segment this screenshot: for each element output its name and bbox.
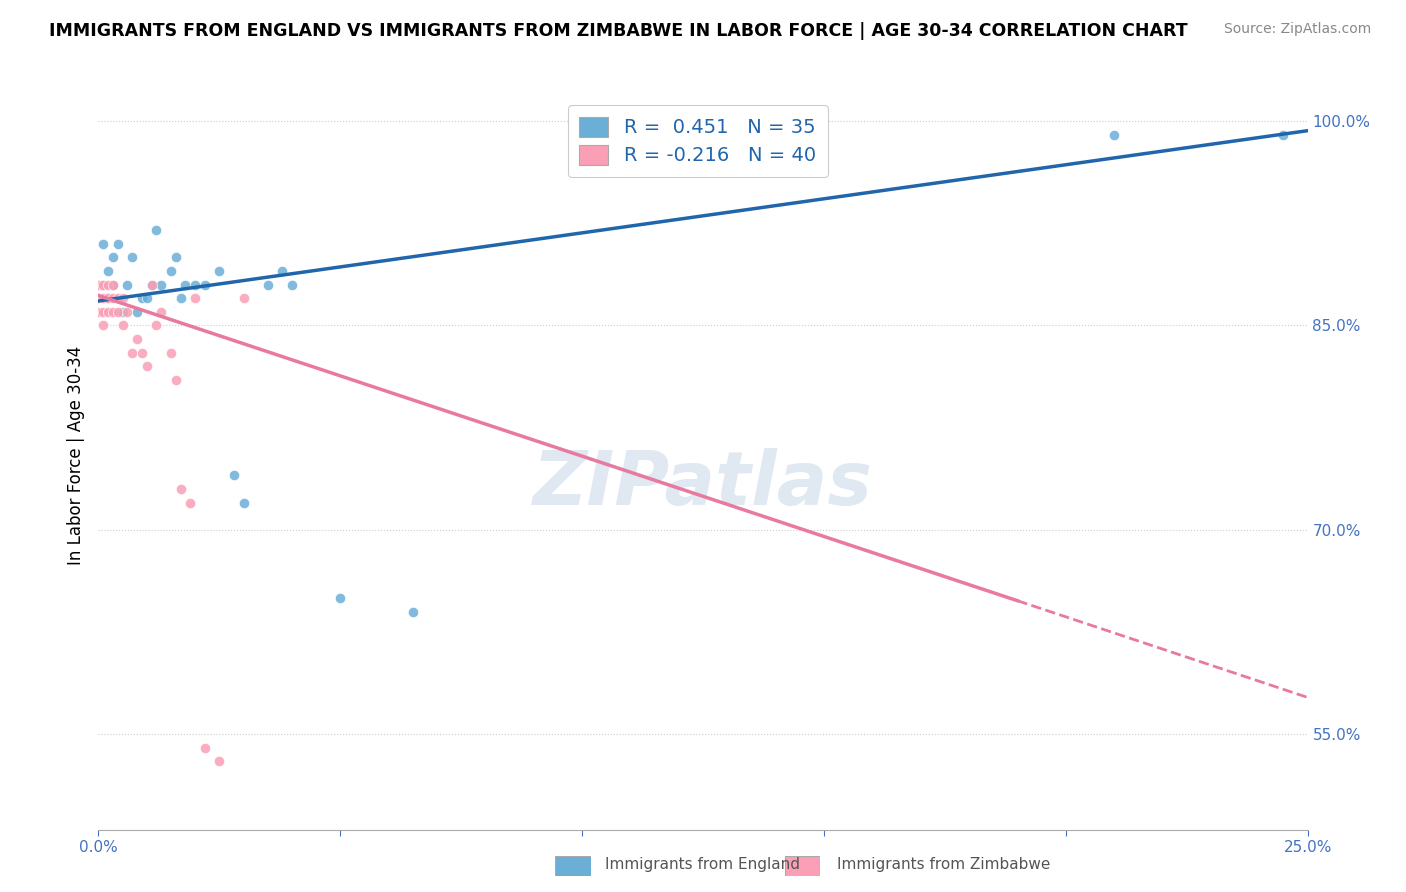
Point xyxy=(91,277,114,292)
Point xyxy=(174,277,197,292)
Point xyxy=(619,890,641,892)
Point xyxy=(101,291,124,305)
Point xyxy=(87,291,110,305)
Point xyxy=(135,291,157,305)
Y-axis label: In Labor Force | Age 30-34: In Labor Force | Age 30-34 xyxy=(66,345,84,565)
Text: Source: ZipAtlas.com: Source: ZipAtlas.com xyxy=(1223,22,1371,37)
Point xyxy=(256,277,278,292)
Point xyxy=(222,468,245,483)
Point xyxy=(97,291,120,305)
Point xyxy=(97,277,120,292)
Point xyxy=(91,236,114,251)
Point xyxy=(107,291,129,305)
Point xyxy=(101,277,124,292)
Point xyxy=(111,291,134,305)
Text: IMMIGRANTS FROM ENGLAND VS IMMIGRANTS FROM ZIMBABWE IN LABOR FORCE | AGE 30-34 C: IMMIGRANTS FROM ENGLAND VS IMMIGRANTS FR… xyxy=(49,22,1188,40)
Point xyxy=(121,345,143,359)
Point xyxy=(117,277,139,292)
Point xyxy=(87,291,110,305)
Point xyxy=(107,236,129,251)
Point xyxy=(111,318,134,333)
Point xyxy=(194,740,217,755)
Point xyxy=(145,318,167,333)
Point xyxy=(121,251,143,265)
Point xyxy=(329,591,352,605)
Point xyxy=(97,291,120,305)
Point xyxy=(97,305,120,319)
Point xyxy=(150,305,173,319)
Point xyxy=(87,305,110,319)
Point xyxy=(184,277,207,292)
Point xyxy=(402,605,425,619)
Point xyxy=(165,373,187,387)
Point xyxy=(145,223,167,237)
Point xyxy=(91,291,114,305)
Point xyxy=(160,264,183,278)
Point xyxy=(179,495,201,509)
Point xyxy=(165,251,187,265)
Point xyxy=(281,277,304,292)
Point xyxy=(208,755,231,769)
Point xyxy=(91,305,114,319)
Point xyxy=(232,291,254,305)
Point xyxy=(184,291,207,305)
Text: Immigrants from England: Immigrants from England xyxy=(605,857,800,872)
Point xyxy=(131,345,153,359)
Point xyxy=(127,332,149,346)
Point xyxy=(131,291,153,305)
Point xyxy=(101,305,124,319)
Point xyxy=(101,251,124,265)
Legend: R =  0.451   N = 35, R = -0.216   N = 40: R = 0.451 N = 35, R = -0.216 N = 40 xyxy=(568,105,828,178)
Point xyxy=(169,291,191,305)
Point xyxy=(194,277,217,292)
Text: ZIPatlas: ZIPatlas xyxy=(533,449,873,522)
Point xyxy=(135,359,157,374)
Point xyxy=(117,305,139,319)
Point xyxy=(271,264,294,278)
Point xyxy=(1272,128,1295,142)
Point xyxy=(111,305,134,319)
Point xyxy=(150,277,173,292)
Point xyxy=(91,277,114,292)
Point xyxy=(1102,128,1125,142)
Point xyxy=(141,277,163,292)
Point xyxy=(127,305,149,319)
Point xyxy=(208,264,231,278)
Point xyxy=(160,345,183,359)
Point xyxy=(87,277,110,292)
Point xyxy=(107,305,129,319)
Point xyxy=(91,318,114,333)
Text: Immigrants from Zimbabwe: Immigrants from Zimbabwe xyxy=(837,857,1050,872)
Point xyxy=(141,277,163,292)
Point xyxy=(232,495,254,509)
Point xyxy=(101,277,124,292)
Point xyxy=(169,482,191,496)
Point xyxy=(523,890,546,892)
Point xyxy=(97,264,120,278)
